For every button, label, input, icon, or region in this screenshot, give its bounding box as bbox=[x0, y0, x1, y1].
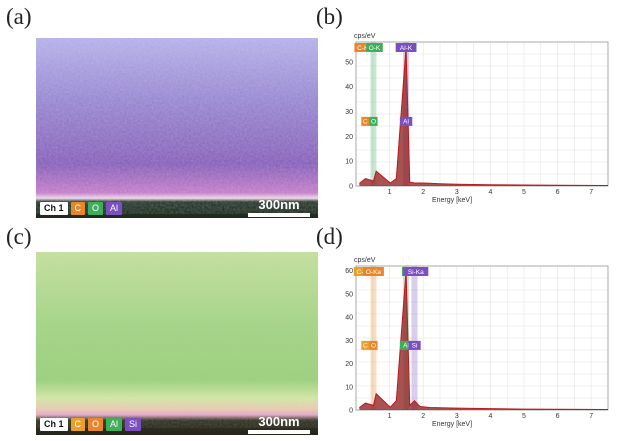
element-band bbox=[411, 266, 418, 410]
y-tick-label: 10 bbox=[345, 159, 353, 166]
scalebar-c-bar bbox=[248, 430, 310, 434]
legend-c: C bbox=[70, 202, 86, 215]
x-tick-label: 4 bbox=[488, 413, 492, 420]
x-tick-label: 6 bbox=[556, 413, 560, 420]
element-tag bbox=[395, 43, 417, 52]
element-tag bbox=[399, 116, 413, 126]
scalebar-c-label: 300nm bbox=[258, 414, 300, 429]
element-tag-label: O bbox=[371, 119, 376, 126]
element-tag bbox=[353, 267, 371, 276]
legend-o: O bbox=[88, 418, 104, 431]
y-tick-label: 30 bbox=[345, 338, 353, 345]
x-axis-label: Energy [keV] bbox=[432, 421, 472, 428]
x-tick-label: 7 bbox=[589, 189, 593, 196]
scalebar-c: 300nm bbox=[248, 414, 310, 434]
y-tick-label: 40 bbox=[345, 84, 353, 91]
x-tick-label: 2 bbox=[421, 413, 425, 420]
spectrum-line bbox=[359, 46, 609, 187]
y-tick-label: 50 bbox=[345, 291, 353, 298]
panel-label-a: (a) bbox=[6, 4, 32, 29]
element-tag bbox=[403, 267, 429, 276]
eds-map-a bbox=[36, 38, 318, 218]
x-tick-label: 3 bbox=[455, 189, 459, 196]
element-tag-label: C bbox=[363, 343, 368, 350]
eds-map-c-image bbox=[36, 252, 318, 435]
y-tick-label: 0 bbox=[349, 184, 353, 191]
x-tick-label: 4 bbox=[488, 189, 492, 196]
element-tag-label: Al-K bbox=[400, 45, 413, 52]
legend-c: C bbox=[70, 418, 86, 431]
element-tag bbox=[361, 340, 370, 350]
element-tag bbox=[369, 340, 378, 350]
legend-al: Al bbox=[106, 418, 123, 431]
x-tick-label: 6 bbox=[556, 189, 560, 196]
y-axis-label: cps/eV bbox=[354, 33, 376, 40]
x-tick-label: 3 bbox=[455, 413, 459, 420]
eds-spectrum-d: cps/eV 0 10 20 30 40 50 60 1 2 3 4 5 6 7 Energy [keV] C-… bbox=[345, 257, 609, 428]
map-a-legend: Ch 1 C O Al bbox=[40, 202, 123, 215]
x-tick-label: 5 bbox=[522, 413, 526, 420]
element-tag bbox=[363, 267, 384, 276]
panel-label-d: (d) bbox=[316, 224, 343, 249]
y-tick-label: 30 bbox=[345, 109, 353, 116]
x-axis-label: Energy [keV] bbox=[432, 197, 472, 204]
y-tick-label: 20 bbox=[345, 361, 353, 368]
x-tick-label: 2 bbox=[421, 189, 425, 196]
scalebar-a-bar bbox=[248, 213, 310, 217]
panel-label-b: (b) bbox=[316, 4, 343, 29]
y-tick-label: 50 bbox=[345, 59, 353, 66]
eds-map-a-image bbox=[36, 38, 318, 218]
scalebar-a: 300nm bbox=[248, 197, 310, 217]
element-tag-label: Al bbox=[403, 343, 409, 350]
y-tick-label: 40 bbox=[345, 315, 353, 322]
element-tag-label: Si bbox=[412, 343, 418, 350]
element-tag-label: Al bbox=[403, 119, 409, 126]
panel-label-c: (c) bbox=[6, 224, 32, 249]
element-tag bbox=[369, 116, 378, 126]
element-tag-label: O-K bbox=[369, 45, 381, 52]
element-tag bbox=[354, 43, 372, 52]
legend-al: Al bbox=[106, 202, 123, 215]
x-tick-label: 7 bbox=[589, 413, 593, 420]
element-tag bbox=[408, 340, 421, 350]
element-tag-label: Si-Ka bbox=[408, 269, 424, 276]
scalebar-a-label: 300nm bbox=[258, 197, 300, 212]
eds-map-c bbox=[36, 252, 318, 435]
y-tick-label: 20 bbox=[345, 134, 353, 141]
spectrum-area bbox=[359, 270, 608, 410]
x-tick-label: 1 bbox=[388, 189, 392, 196]
element-tag-label: O bbox=[371, 343, 376, 350]
spectrum-line bbox=[359, 270, 609, 411]
element-band bbox=[370, 42, 377, 186]
y-tick-label: 10 bbox=[345, 384, 353, 391]
element-tag-label: C bbox=[363, 119, 368, 126]
element-tag-label: O-Ka bbox=[366, 269, 382, 276]
element-tag bbox=[366, 43, 383, 52]
element-tag bbox=[399, 340, 413, 350]
spectrum-area bbox=[359, 46, 608, 186]
map-c-legend: Ch 1 C O Al Si bbox=[40, 418, 142, 431]
element-tag bbox=[361, 116, 370, 126]
y-tick-label: 0 bbox=[349, 408, 353, 415]
legend-ch1: Ch 1 bbox=[40, 418, 68, 431]
element-tag-label: C-K bbox=[356, 269, 368, 276]
y-tick-label: 60 bbox=[345, 268, 353, 275]
element-band bbox=[370, 266, 377, 410]
y-axis-label: cps/eV bbox=[354, 257, 376, 264]
element-tag-label: C-K bbox=[357, 45, 369, 52]
legend-ch1: Ch 1 bbox=[40, 202, 68, 215]
legend-si: Si bbox=[125, 418, 142, 431]
x-tick-label: 1 bbox=[388, 413, 392, 420]
legend-o: O bbox=[88, 202, 104, 215]
x-tick-label: 5 bbox=[522, 189, 526, 196]
